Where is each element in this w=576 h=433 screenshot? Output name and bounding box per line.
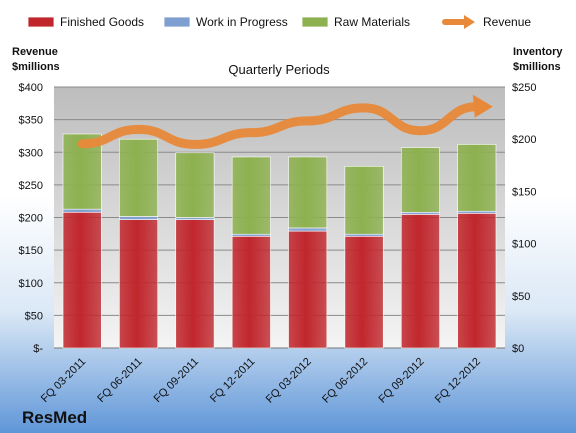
right-tick-label: $250 <box>512 82 536 94</box>
bar-work-in-progress <box>400 211 440 215</box>
bar-raw-materials <box>457 144 497 212</box>
bar-finished-goods <box>119 219 159 349</box>
bar-finished-goods <box>62 211 102 349</box>
right-tick-label: $0 <box>512 343 524 355</box>
x-tick-label: FQ 12-2011 <box>208 356 257 405</box>
right-tick-label: $200 <box>512 134 536 146</box>
right-tick-label: $50 <box>512 291 530 303</box>
revenue-arrowhead <box>472 94 493 118</box>
bar-work-in-progress <box>62 208 102 213</box>
legend-label-revenue: Revenue <box>483 15 531 29</box>
right-axis-title-line2: $millions <box>513 61 561 73</box>
legend-label-finished-goods: Finished Goods <box>60 15 144 29</box>
legend-swatch-finished-goods <box>27 16 55 28</box>
x-tick-label: FQ 09-2012 <box>377 356 427 406</box>
left-tick-label: $400 <box>19 82 43 94</box>
bar-raw-materials <box>344 166 384 235</box>
legend-label-work-in-progress: Work in Progress <box>196 15 288 29</box>
legend-swatch-raw-materials <box>301 16 329 28</box>
bar-finished-goods <box>175 219 215 349</box>
left-tick-label: $200 <box>19 213 43 225</box>
left-tick-label: $50 <box>25 310 43 322</box>
bar-raw-materials <box>119 138 159 217</box>
left-axis-title-line1: Revenue <box>12 46 58 58</box>
legend: Finished Goods Work in Progress Raw Materi… <box>27 15 531 29</box>
bar-finished-goods <box>457 213 497 349</box>
legend-swatch-work-in-progress <box>163 16 191 28</box>
chart-subtitle: Quarterly Periods <box>228 62 330 77</box>
x-tick-label: FQ 09-2011 <box>152 356 201 405</box>
revenue-line <box>77 102 482 149</box>
bar-raw-materials <box>288 156 328 229</box>
left-tick-label: $- <box>33 343 43 355</box>
left-tick-label: $100 <box>19 278 43 290</box>
bar-finished-goods <box>400 214 440 349</box>
bar-raw-materials <box>175 152 215 218</box>
x-tick-label: FQ 03-2012 <box>264 356 314 406</box>
x-tick-label: FQ 06-2012 <box>320 356 370 406</box>
left-tick-label: $150 <box>19 245 43 257</box>
right-tick-label: $150 <box>512 186 536 198</box>
company-name: ResMed <box>22 408 87 427</box>
bar-finished-goods <box>344 235 384 349</box>
right-tick-label: $100 <box>512 239 536 251</box>
x-tick-label: FQ 12-2012 <box>433 356 483 406</box>
left-tick-label: $250 <box>19 180 43 192</box>
bar-work-in-progress <box>119 216 159 220</box>
bar-work-in-progress <box>231 233 271 237</box>
bar-finished-goods <box>288 230 328 349</box>
bar-raw-materials <box>231 156 271 235</box>
legend-label-raw-materials: Raw Materials <box>334 15 410 29</box>
left-axis-title-line2: $millions <box>12 61 60 73</box>
plot-area: $- $50 $100 $150 $200 $250 $300 $350 $400 $0 $50 $1… <box>19 82 537 406</box>
bar-work-in-progress <box>288 227 328 232</box>
left-tick-label: $350 <box>19 115 43 127</box>
x-tick-label: FQ 03-2011 <box>39 356 88 405</box>
bar-work-in-progress <box>344 233 384 237</box>
bar-work-in-progress <box>175 217 215 220</box>
x-tick-label: FQ 06-2011 <box>95 356 144 405</box>
legend-arrow-revenue <box>464 15 475 29</box>
right-axis-title-line1: Inventory <box>513 46 563 58</box>
left-tick-label: $300 <box>19 147 43 159</box>
bar-work-in-progress <box>457 210 497 214</box>
bar-finished-goods <box>231 235 271 349</box>
bar-raw-materials <box>400 147 440 213</box>
